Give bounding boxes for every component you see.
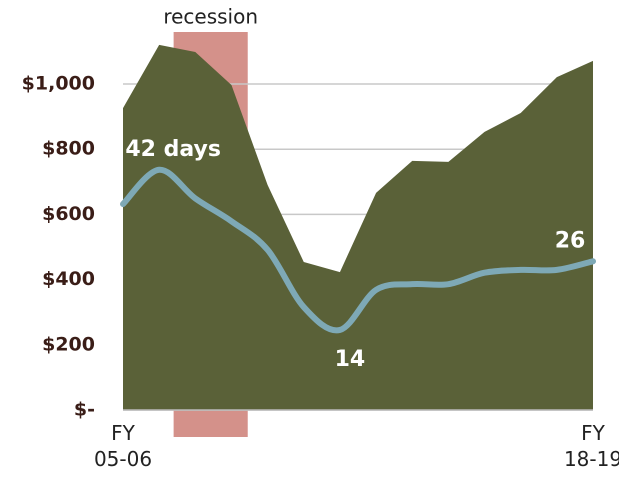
y-tick-label: $800: [42, 138, 95, 160]
y-tick-label: $1,000: [22, 73, 95, 95]
data-label: 26: [555, 228, 586, 253]
annotation: recession: [163, 5, 258, 29]
x-tick-line: FY: [581, 421, 606, 445]
data-label: 14: [335, 347, 366, 372]
data-label: 42 days: [125, 137, 221, 162]
x-tick-label: FY 18-19: [564, 421, 619, 471]
x-tick-line: FY: [111, 421, 136, 445]
x-tick-line: 18-19: [564, 447, 619, 471]
line: [120, 166, 596, 334]
y-tick-label: $200: [42, 333, 95, 355]
y-tick-label: $600: [42, 203, 95, 225]
area: [123, 44, 593, 410]
y-tick-label: $400: [42, 268, 95, 290]
x-tick-label: FY 05-06: [94, 421, 152, 471]
x-tick-line: 05-06: [94, 447, 152, 471]
y-tick-label: $-: [74, 399, 95, 421]
